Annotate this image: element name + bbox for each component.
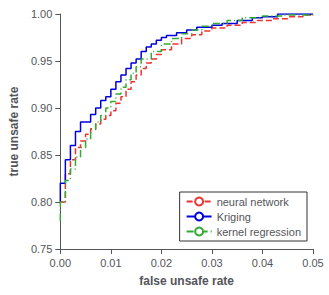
svg-text:kernel regression: kernel regression (217, 226, 301, 238)
svg-text:1.00: 1.00 (31, 8, 52, 20)
svg-text:0.80: 0.80 (31, 196, 52, 208)
svg-text:Kriging: Kriging (217, 211, 251, 223)
svg-text:0.00: 0.00 (50, 257, 71, 269)
svg-text:0.85: 0.85 (31, 149, 52, 161)
svg-text:0.95: 0.95 (31, 55, 52, 67)
svg-text:0.75: 0.75 (31, 243, 52, 255)
svg-text:false unsafe rate: false unsafe rate (139, 274, 234, 288)
svg-text:0.04: 0.04 (252, 257, 273, 269)
svg-text:0.90: 0.90 (31, 102, 52, 114)
svg-text:neural network: neural network (217, 196, 290, 208)
svg-text:0.05: 0.05 (302, 257, 323, 269)
svg-text:0.02: 0.02 (151, 257, 172, 269)
svg-text:0.01: 0.01 (100, 257, 121, 269)
svg-text:0.03: 0.03 (201, 257, 222, 269)
svg-text:true unsafe rate: true unsafe rate (7, 86, 21, 176)
